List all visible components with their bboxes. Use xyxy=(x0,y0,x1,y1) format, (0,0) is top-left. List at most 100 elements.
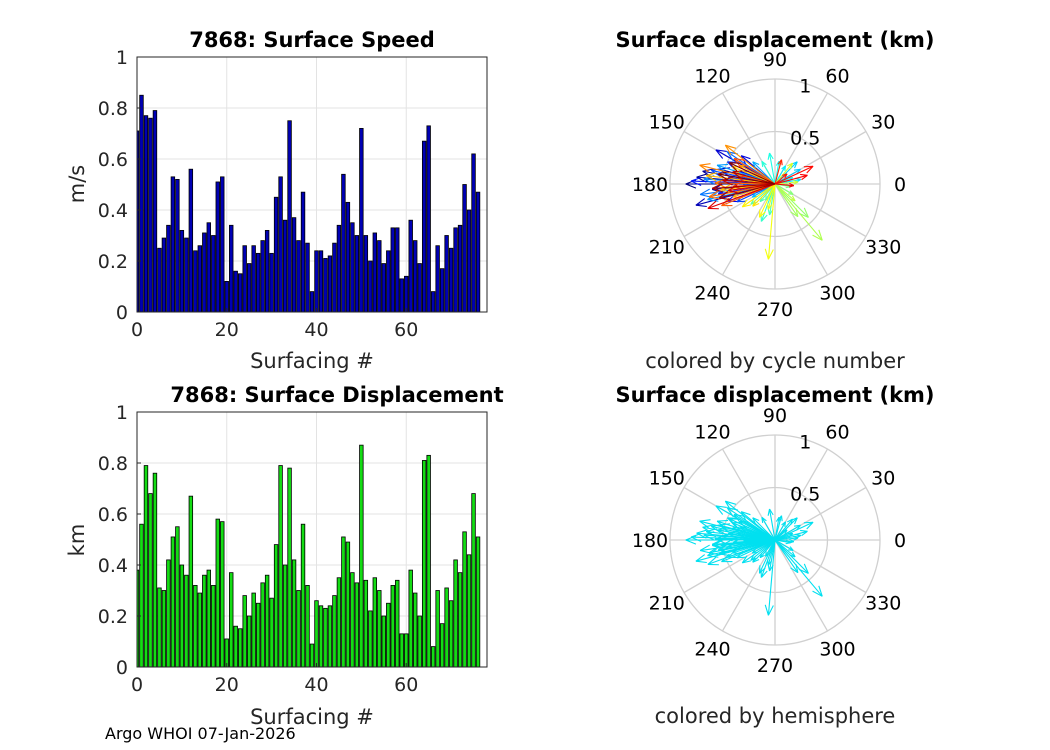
polar-hemisphere-arrow xyxy=(766,539,776,566)
polar-cycle-angle-label: 60 xyxy=(825,66,849,88)
polar-hemisphere-arrow xyxy=(761,516,776,541)
speed-ticks: 0 20 40 60 0 0.2 0.4 0.6 0.8 1 xyxy=(98,47,419,341)
displacement-bar xyxy=(386,602,391,668)
speed-bar xyxy=(166,224,171,313)
speed-bar xyxy=(448,247,454,313)
displacement-bar xyxy=(193,585,198,668)
polar-cycle-arrow xyxy=(724,144,776,185)
polar-hemisphere-arrow xyxy=(774,529,808,541)
speed-bar xyxy=(386,250,391,313)
polar-cycle-angle-label: 0 xyxy=(894,174,906,196)
speed-title: 7868: Surface Speed xyxy=(189,28,435,52)
speed-bar xyxy=(229,224,234,313)
speed-bar xyxy=(179,229,185,313)
displacement-bar xyxy=(345,541,351,668)
displacement-bar xyxy=(435,590,440,668)
speed-xlabel: Surfacing # xyxy=(250,349,374,373)
displacement-bar xyxy=(453,559,458,668)
displacement-bar xyxy=(188,495,194,668)
displacement-bars xyxy=(136,444,481,668)
displacement-bar xyxy=(466,554,472,668)
displacement-bar xyxy=(430,646,436,668)
displacement-bar xyxy=(323,607,328,668)
displacement-bar xyxy=(417,615,422,668)
speed-bar xyxy=(466,209,472,313)
displacement-xtick-label: 40 xyxy=(304,674,328,696)
displacement-bar xyxy=(426,454,431,668)
polar-hemisphere-arrow xyxy=(728,518,776,541)
polar-hemisphere-arrow xyxy=(764,539,776,616)
speed-ytick-label: 0.2 xyxy=(98,251,128,273)
polar-cycle-spoke xyxy=(774,183,829,276)
polar-cycle-arrow xyxy=(741,183,776,208)
speed-bar xyxy=(439,268,445,313)
displacement-bar xyxy=(381,615,386,668)
displacement-bar xyxy=(224,638,229,668)
polar-cycle-arrow xyxy=(761,160,776,185)
speed-bar xyxy=(408,219,413,313)
speed-bar xyxy=(291,217,297,313)
polar-cycle-arrow xyxy=(711,183,776,193)
polar-cycle-arrow xyxy=(774,183,794,196)
displacement-xtick-label: 0 xyxy=(131,674,143,696)
polar-hemisphere-arrow xyxy=(758,539,776,574)
polar-cycle-angle-label: 240 xyxy=(694,282,730,304)
displacement-ytick-label: 0.2 xyxy=(98,606,128,628)
displacement-bar xyxy=(444,587,449,668)
displacement-title: 7868: Surface Displacement xyxy=(170,383,503,407)
displacement-bar xyxy=(184,574,189,668)
polar-cycle-title: Surface displacement (km) xyxy=(615,28,934,52)
speed-bar xyxy=(327,255,333,313)
displacement-bar xyxy=(170,536,176,668)
displacement-bar xyxy=(341,536,346,668)
speed-xtick-label: 40 xyxy=(304,319,328,341)
displacement-bar xyxy=(377,590,382,668)
polar-cycle-arrow xyxy=(774,182,795,188)
speed-bar xyxy=(381,263,386,313)
polar-cycle-angle-label: 330 xyxy=(865,237,901,259)
speed-bar xyxy=(206,222,211,313)
displacement-ytick-label: 0.4 xyxy=(98,555,128,577)
polar-cycle-angle-label: 270 xyxy=(757,299,793,321)
footer-credit: Argo WHOI 07-Jan-2026 xyxy=(105,724,296,743)
polar-hemisphere-arrow xyxy=(717,527,776,541)
speed-bar xyxy=(363,235,369,313)
polar-hemisphere-title: Surface displacement (km) xyxy=(615,383,934,407)
displacement-bar-chart: 0 20 40 60 0 0.2 0.4 0.6 0.8 1 7868: Surface Disp… xyxy=(65,383,504,729)
displacement-bar xyxy=(363,579,369,668)
polar-hemisphere-radius-label: 1 xyxy=(799,432,811,454)
polar-hemisphere-arrow xyxy=(774,521,787,541)
speed-bar xyxy=(152,110,158,313)
displacement-axes-box xyxy=(136,411,488,668)
speed-bar xyxy=(264,229,270,313)
speed-bar xyxy=(233,270,238,313)
displacement-bar xyxy=(421,460,427,668)
polar-cycle-arrow xyxy=(752,183,776,207)
displacement-bar xyxy=(354,582,360,668)
polar-hemisphere-angle-label: 330 xyxy=(865,593,901,615)
displacement-bar xyxy=(471,493,476,668)
polar-hemisphere-angle-label: 120 xyxy=(694,422,730,444)
speed-bar xyxy=(157,247,162,313)
displacement-bar xyxy=(399,633,404,668)
polar-cycle-arrow xyxy=(752,161,776,185)
displacement-bar xyxy=(238,628,243,668)
speed-bar xyxy=(197,245,203,313)
polar-hemisphere-chart: 0 30 60 90 120 150 180 210 240 270 300 330 0.5 1 Surf… xyxy=(615,383,934,728)
displacement-bar xyxy=(175,526,180,668)
polar-hemisphere-arrow xyxy=(774,538,795,544)
polar-hemisphere-arrow xyxy=(774,535,799,541)
polar-hemisphere-angle-label: 270 xyxy=(757,655,793,677)
displacement-bar xyxy=(264,574,270,668)
speed-ylabel: m/s xyxy=(65,165,89,203)
speed-bar xyxy=(202,232,207,313)
polar-hemisphere-angle-label: 240 xyxy=(694,638,730,660)
speed-bar xyxy=(354,235,360,313)
speed-bar xyxy=(148,117,153,313)
displacement-bar xyxy=(246,615,252,668)
speed-bar xyxy=(404,275,409,313)
displacement-xtick-label: 20 xyxy=(215,674,239,696)
speed-bar xyxy=(399,278,404,313)
speed-bar xyxy=(184,237,189,313)
